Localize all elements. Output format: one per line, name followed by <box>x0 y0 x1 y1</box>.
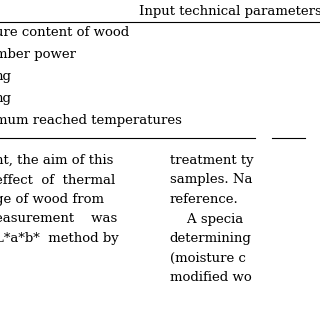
Text: mum reached temperatures: mum reached temperatures <box>0 114 182 127</box>
Text: modified wo: modified wo <box>170 271 251 284</box>
Text: reference.: reference. <box>170 193 238 206</box>
Text: (moisture c: (moisture c <box>170 252 245 265</box>
Text: Input technical parameters: Input technical parameters <box>139 5 320 18</box>
Text: determining: determining <box>170 232 252 245</box>
Text: L*a*b*  method by: L*a*b* method by <box>0 232 119 245</box>
Text: ge of wood from: ge of wood from <box>0 193 104 206</box>
Text: treatment ty: treatment ty <box>170 154 253 167</box>
Text: A specia: A specia <box>170 212 243 226</box>
Text: effect  of  thermal: effect of thermal <box>0 173 115 187</box>
Text: easurement    was: easurement was <box>0 212 117 226</box>
Text: samples. Na: samples. Na <box>170 173 252 187</box>
Text: ng: ng <box>0 92 12 105</box>
Text: ng: ng <box>0 70 12 83</box>
Text: nt, the aim of this: nt, the aim of this <box>0 154 113 167</box>
Text: mber power: mber power <box>0 48 76 61</box>
Text: ure content of wood: ure content of wood <box>0 26 129 39</box>
